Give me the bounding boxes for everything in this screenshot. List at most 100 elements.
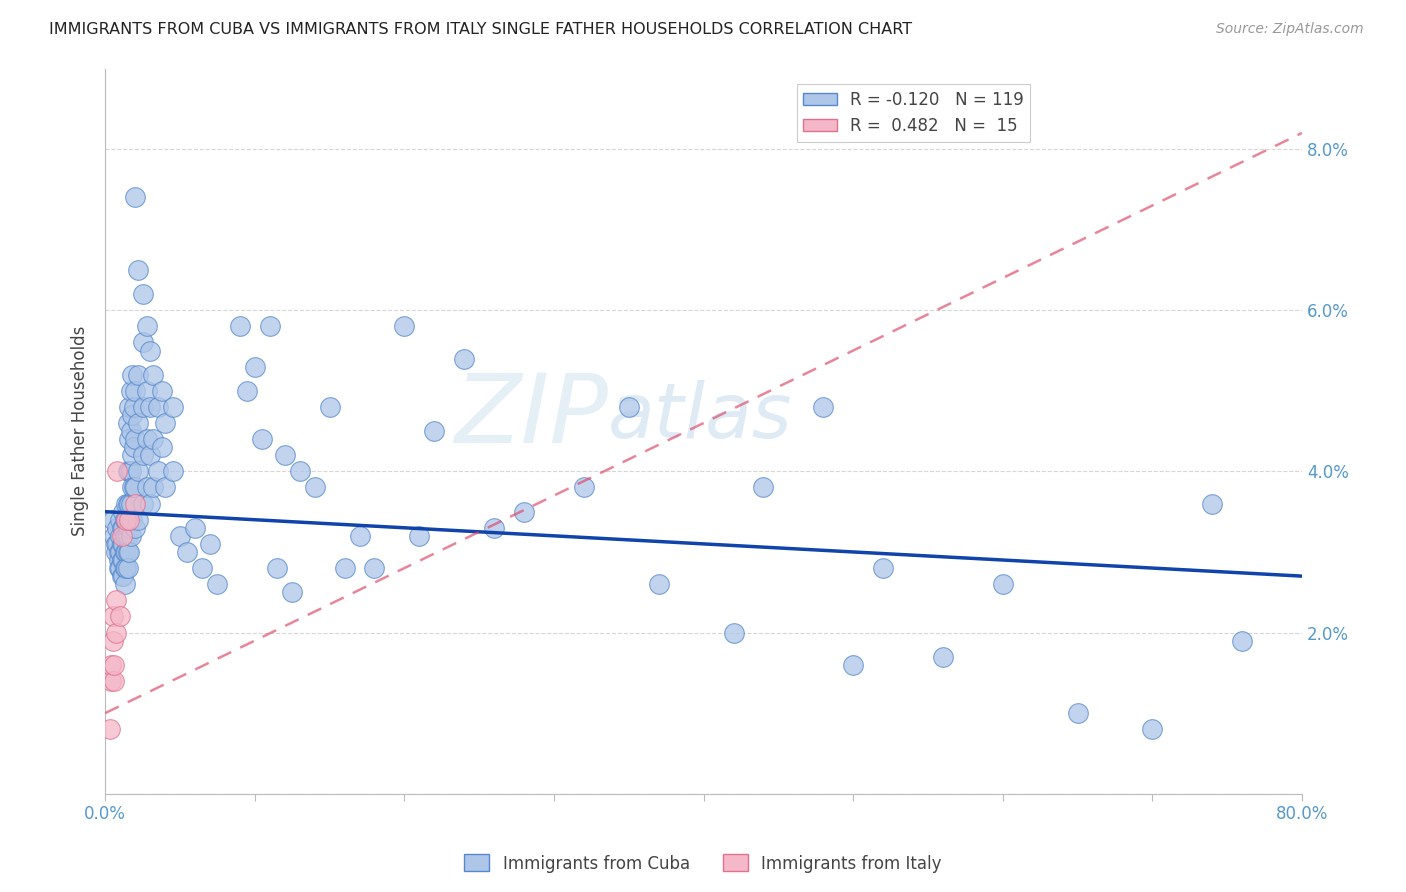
Point (105, 521, 128, 535)
Point (118, 432, 141, 446)
Point (513, 505, 536, 519)
Point (150, 440, 173, 454)
Point (139, 343, 162, 358)
Point (108, 545, 131, 559)
Point (274, 448, 297, 462)
Point (112, 505, 135, 519)
Point (127, 263, 149, 277)
Point (120, 424, 142, 438)
Point (117, 497, 139, 511)
Point (127, 368, 149, 382)
Point (112, 553, 135, 567)
Point (112, 537, 135, 551)
Point (932, 649, 955, 664)
Point (127, 464, 149, 478)
Point (115, 545, 138, 559)
Point (150, 384, 173, 398)
Point (482, 521, 505, 535)
Point (114, 577, 136, 591)
Point (121, 513, 143, 527)
Point (104, 545, 127, 559)
Point (139, 448, 162, 462)
Point (131, 287, 153, 301)
Legend: R = -0.120   N = 119, R =  0.482   N =  15: R = -0.120 N = 119, R = 0.482 N = 15 (797, 84, 1031, 142)
Point (111, 537, 134, 551)
Point (104, 593, 127, 607)
Point (121, 408, 143, 422)
Point (236, 384, 259, 398)
Point (103, 657, 125, 672)
Point (101, 609, 124, 624)
Point (318, 400, 340, 414)
Point (120, 497, 142, 511)
Point (118, 400, 141, 414)
Point (243, 359, 266, 374)
Point (107, 545, 129, 559)
Legend: Immigrants from Cuba, Immigrants from Italy: Immigrants from Cuba, Immigrants from It… (457, 847, 949, 880)
Point (136, 481, 159, 495)
Point (121, 481, 143, 495)
Point (207, 577, 229, 591)
Point (120, 464, 142, 478)
Point (266, 561, 288, 575)
Point (131, 335, 153, 350)
Point (198, 537, 221, 551)
Point (117, 513, 139, 527)
Point (114, 545, 136, 559)
Point (104, 537, 127, 551)
Point (117, 561, 139, 575)
Point (115, 529, 138, 543)
Point (349, 529, 371, 543)
Point (162, 400, 184, 414)
Point (139, 497, 162, 511)
Point (117, 545, 139, 559)
Point (259, 319, 281, 334)
Point (122, 440, 145, 454)
Point (112, 521, 135, 535)
Point (108, 561, 131, 575)
Point (131, 497, 153, 511)
Point (146, 464, 169, 478)
Point (120, 384, 142, 398)
Point (813, 400, 835, 414)
Point (752, 481, 775, 495)
Point (394, 319, 416, 334)
Point (101, 513, 124, 527)
Point (146, 400, 169, 414)
Point (107, 553, 129, 567)
Point (169, 529, 191, 543)
Point (118, 497, 141, 511)
Point (118, 513, 141, 527)
Text: ZIP: ZIP (454, 370, 607, 463)
Point (142, 368, 165, 382)
Point (333, 561, 356, 575)
Point (111, 529, 134, 543)
Point (103, 529, 125, 543)
Point (617, 400, 640, 414)
Point (111, 569, 134, 583)
Point (131, 400, 153, 414)
Point (136, 384, 159, 398)
Point (111, 553, 134, 567)
Text: Source: ZipAtlas.com: Source: ZipAtlas.com (1216, 22, 1364, 37)
Point (124, 481, 146, 495)
Point (229, 319, 252, 334)
Point (304, 481, 326, 495)
Point (122, 481, 145, 495)
Point (191, 561, 214, 575)
Point (105, 464, 128, 478)
Point (363, 561, 385, 575)
Point (117, 416, 139, 430)
Text: IMMIGRANTS FROM CUBA VS IMMIGRANTS FROM ITALY SINGLE FATHER HOUSEHOLDS CORRELATI: IMMIGRANTS FROM CUBA VS IMMIGRANTS FROM … (49, 22, 912, 37)
Point (121, 368, 143, 382)
Point (118, 464, 141, 478)
Point (139, 400, 162, 414)
Point (127, 416, 149, 430)
Point (105, 537, 128, 551)
Point (142, 481, 165, 495)
Point (176, 545, 198, 559)
Point (108, 513, 131, 527)
Point (103, 673, 125, 688)
Point (453, 351, 475, 366)
Point (100, 657, 122, 672)
